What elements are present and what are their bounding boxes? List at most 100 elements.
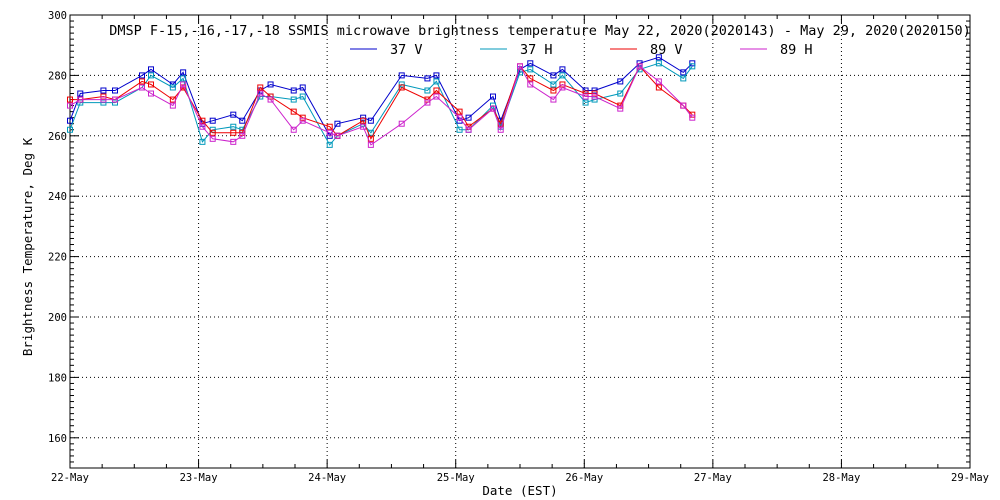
data-point <box>424 75 431 82</box>
data-point <box>67 96 73 103</box>
data-point <box>527 81 534 88</box>
data-point <box>180 75 187 82</box>
data-point <box>367 117 374 124</box>
data-point <box>267 96 274 103</box>
data-point <box>257 84 264 91</box>
data-point <box>180 69 187 76</box>
data-point <box>490 93 496 100</box>
series-37-h <box>67 60 696 148</box>
data-point <box>169 102 176 109</box>
x-tick-label: 26-May <box>565 472 603 484</box>
data-point <box>559 66 566 73</box>
data-point <box>112 96 118 103</box>
series-89-h <box>67 63 696 148</box>
data-point <box>550 81 557 88</box>
series-line <box>69 62 693 146</box>
data-point <box>636 63 643 70</box>
data-point <box>290 96 297 103</box>
data-point <box>230 129 237 136</box>
data-point <box>456 108 463 115</box>
data-point <box>550 87 557 94</box>
data-point <box>112 87 118 94</box>
x-tick-label: 29-May <box>951 472 989 484</box>
data-point <box>180 81 187 88</box>
data-point <box>433 87 440 94</box>
data-point <box>299 117 306 124</box>
data-point <box>334 120 341 127</box>
y-tick-label: 180 <box>48 372 67 384</box>
data-point <box>326 129 333 136</box>
data-point <box>550 96 557 103</box>
data-point <box>559 81 566 88</box>
data-point <box>559 72 566 79</box>
data-point <box>398 120 405 127</box>
data-point <box>100 96 107 103</box>
data-point <box>139 78 145 85</box>
data-point <box>456 126 463 133</box>
data-point <box>360 117 367 124</box>
data-point <box>655 60 662 67</box>
data-point <box>490 105 496 112</box>
data-point <box>655 54 662 61</box>
data-point <box>591 96 598 103</box>
data-point <box>199 138 206 145</box>
y-tick-label: 260 <box>48 131 67 143</box>
x-tick-label: 24-May <box>308 472 346 484</box>
data-point <box>559 84 566 91</box>
data-point <box>230 138 237 145</box>
data-point <box>326 123 333 130</box>
data-point <box>465 114 472 121</box>
data-point <box>239 132 246 139</box>
data-point <box>139 72 145 79</box>
legend-label: 37 V <box>390 42 423 58</box>
x-tick-label: 27-May <box>694 472 732 484</box>
data-point <box>617 90 624 97</box>
data-point <box>209 117 216 124</box>
x-tick-label: 23-May <box>180 472 218 484</box>
data-point <box>582 93 589 100</box>
data-point <box>148 81 154 88</box>
axes: 22-May 23-May 24-May 25-May 26-May 27-May 28-M… <box>48 10 989 484</box>
data-point <box>67 117 73 124</box>
plot-series <box>67 54 696 148</box>
data-point <box>169 84 176 91</box>
y-tick-label: 240 <box>48 191 67 203</box>
y-tick-label: 300 <box>48 10 67 22</box>
data-point <box>550 72 557 79</box>
grid-lines <box>70 15 970 468</box>
data-point <box>360 123 367 130</box>
data-point <box>617 105 624 112</box>
x-tick-label: 25-May <box>437 472 475 484</box>
data-point <box>433 72 440 79</box>
data-point <box>517 63 523 70</box>
data-point <box>148 66 154 73</box>
data-point <box>100 87 107 94</box>
data-point <box>299 84 306 91</box>
data-point <box>77 90 84 97</box>
x-tick-label: 28-May <box>822 472 860 484</box>
data-point <box>680 75 687 82</box>
y-axis-label: Brightness Temperature, Deg K <box>20 137 35 356</box>
data-point <box>209 135 216 142</box>
data-point <box>497 126 504 133</box>
data-point <box>398 84 405 91</box>
series-89-v <box>67 63 696 142</box>
data-point <box>433 78 440 85</box>
data-point <box>582 99 589 106</box>
data-point <box>148 90 154 97</box>
data-point <box>689 60 696 67</box>
data-point <box>367 141 374 148</box>
data-point <box>326 141 333 148</box>
data-point <box>424 99 431 106</box>
data-point <box>424 87 431 94</box>
data-point <box>465 126 472 133</box>
data-point <box>655 78 662 85</box>
data-point <box>680 102 687 109</box>
legend-label: 89 V <box>650 42 683 58</box>
legend-label: 37 H <box>520 42 553 58</box>
y-tick-label: 200 <box>48 312 67 324</box>
data-point <box>527 60 534 67</box>
data-point <box>655 84 662 91</box>
data-point <box>257 90 264 97</box>
data-point <box>591 93 598 100</box>
